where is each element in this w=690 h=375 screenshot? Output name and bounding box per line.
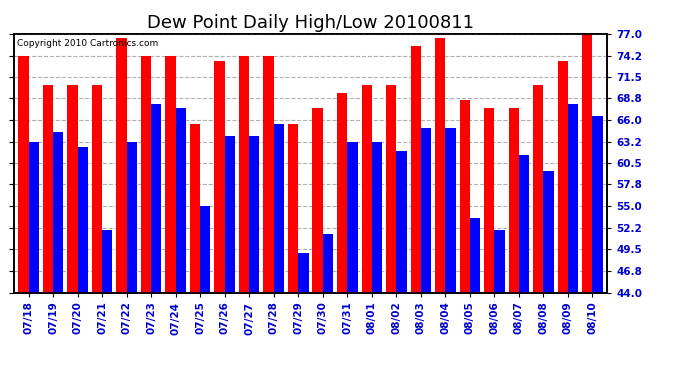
Bar: [18, 56, 28, 292]
Bar: [568, 104, 578, 292]
Bar: [460, 100, 470, 292]
Bar: [470, 218, 480, 292]
Bar: [92, 85, 102, 292]
Bar: [372, 142, 382, 292]
Bar: [190, 124, 200, 292]
Bar: [495, 230, 504, 292]
Bar: [533, 85, 544, 292]
Bar: [509, 108, 519, 292]
Bar: [117, 38, 126, 292]
Bar: [239, 56, 249, 292]
Bar: [544, 171, 554, 292]
Bar: [176, 108, 186, 292]
Bar: [102, 230, 112, 292]
Bar: [28, 142, 39, 292]
Bar: [67, 85, 77, 292]
Bar: [126, 142, 137, 292]
Bar: [411, 45, 421, 292]
Bar: [225, 136, 235, 292]
Bar: [274, 124, 284, 292]
Bar: [77, 147, 88, 292]
Bar: [421, 128, 431, 292]
Bar: [582, 34, 593, 292]
Title: Dew Point Daily High/Low 20100811: Dew Point Daily High/Low 20100811: [147, 14, 474, 32]
Text: Copyright 2010 Cartronics.com: Copyright 2010 Cartronics.com: [17, 39, 158, 48]
Bar: [323, 234, 333, 292]
Bar: [337, 93, 347, 292]
Bar: [484, 108, 495, 292]
Bar: [43, 85, 53, 292]
Bar: [313, 108, 323, 292]
Bar: [435, 38, 445, 292]
Bar: [200, 206, 210, 292]
Bar: [445, 128, 455, 292]
Bar: [215, 61, 225, 292]
Bar: [151, 104, 161, 292]
Bar: [141, 56, 151, 292]
Bar: [396, 152, 406, 292]
Bar: [558, 61, 568, 292]
Bar: [249, 136, 259, 292]
Bar: [264, 56, 274, 292]
Bar: [298, 253, 308, 292]
Bar: [519, 155, 529, 292]
Bar: [362, 85, 372, 292]
Bar: [166, 56, 176, 292]
Bar: [386, 85, 396, 292]
Bar: [593, 116, 603, 292]
Bar: [288, 124, 298, 292]
Bar: [347, 142, 357, 292]
Bar: [53, 132, 63, 292]
